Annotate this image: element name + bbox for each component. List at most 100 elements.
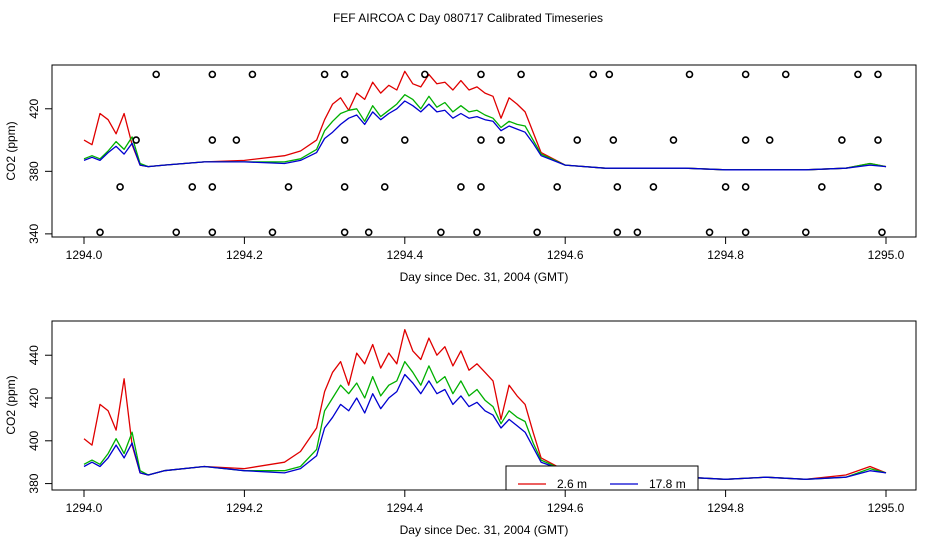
bottom-panel-frame (51, 320, 917, 491)
series-line-red (83, 70, 887, 171)
flag-marker (340, 183, 349, 191)
flag-marker (208, 228, 217, 237)
flag-marker (553, 183, 561, 191)
flag-marker (874, 70, 882, 79)
bottom-y-axis: 380 400 420 440 (27, 345, 52, 494)
flag-marker (172, 228, 181, 237)
top-x-axis-label: Day since Dec. 31, 2004 (GMT) (400, 270, 569, 284)
top-panel-frame (51, 64, 917, 238)
x-tick-label: 1294.8 (707, 248, 744, 262)
flag-marker (400, 136, 409, 144)
bottom-x-axis: 1294.0 1294.2 1294.4 1294.6 1294.8 1295.0 (66, 490, 905, 515)
series-line-blue (83, 100, 887, 171)
flag-marker (613, 228, 622, 237)
series-line-green (83, 94, 887, 171)
x-tick-label: 1294.0 (66, 501, 103, 515)
flag-marker (421, 70, 429, 79)
x-tick-label: 1294.0 (66, 248, 103, 262)
flag-marker (573, 136, 582, 144)
flag-marker (477, 70, 485, 79)
flag-marker (268, 228, 277, 237)
flag-marker (838, 136, 846, 144)
flag-marker (208, 136, 217, 144)
top-panel: 1294.0 1294.2 1294.4 1294.6 1294.8 1295.0 340… (4, 64, 917, 284)
top-y-axis-label: CO2 (ppm) (4, 121, 18, 180)
flag-marker (517, 70, 525, 79)
flag-marker (878, 228, 886, 237)
flag-marker (874, 183, 882, 191)
flag-marker (232, 136, 241, 144)
flag-marker (533, 228, 541, 237)
flag-marker (765, 136, 774, 144)
flag-marker (284, 183, 293, 191)
flag-marker (477, 183, 485, 191)
flag-marker (208, 70, 217, 79)
flag-marker (741, 136, 750, 144)
x-tick-label: 1295.0 (868, 248, 905, 262)
series-line-blue (83, 373, 887, 480)
figure-title: FEF AIRCOA C Day 080717 Calibrated Times… (333, 11, 603, 25)
flag-marker (188, 183, 197, 191)
flag-marker (741, 228, 750, 237)
flag-marker (741, 70, 750, 79)
top-flag-markers (96, 70, 886, 237)
flag-marker (248, 70, 257, 79)
top-y-axis: 340 380 420 (27, 98, 52, 244)
flag-marker (340, 70, 349, 79)
flag-marker (116, 183, 124, 191)
bottom-x-axis-label: Day since Dec. 31, 2004 (GMT) (400, 523, 569, 537)
x-tick-label: 1294.6 (547, 501, 584, 515)
flag-marker (477, 136, 485, 144)
flag-marker (669, 136, 678, 144)
flag-marker (152, 70, 160, 79)
x-tick-label: 1294.2 (226, 501, 263, 515)
flag-marker (874, 136, 882, 144)
legend: 2.6 m 17.8 m (505, 465, 699, 491)
flag-marker (685, 70, 694, 79)
y-tick-label: 380 (27, 473, 41, 493)
bottom-series-lines (83, 328, 887, 480)
series-line-red (83, 328, 887, 480)
legend-box (505, 465, 699, 491)
flag-marker (437, 228, 445, 237)
top-series-lines (83, 70, 887, 171)
flag-marker (380, 183, 389, 191)
y-tick-label: 340 (27, 224, 41, 244)
flag-marker (96, 228, 104, 237)
flag-marker (801, 228, 810, 237)
flag-marker (320, 70, 329, 79)
flag-marker (854, 70, 862, 79)
x-tick-label: 1294.4 (386, 248, 423, 262)
flag-marker (818, 183, 826, 191)
bottom-panel: 1294.0 1294.2 1294.4 1294.6 1294.8 1295.0 380… (4, 320, 917, 537)
y-tick-label: 420 (27, 388, 41, 408)
y-tick-label: 440 (27, 345, 41, 365)
flag-marker (649, 183, 658, 191)
flag-marker (741, 183, 750, 191)
x-tick-label: 1294.8 (707, 501, 744, 515)
flag-marker (589, 70, 598, 79)
flag-marker (457, 183, 465, 191)
flag-marker (340, 136, 349, 144)
flag-marker (721, 183, 730, 191)
legend-label-17-8m: 17.8 m (649, 477, 686, 491)
flag-marker (781, 70, 790, 79)
x-tick-label: 1294.6 (547, 248, 584, 262)
y-tick-label: 380 (27, 161, 41, 181)
flag-marker (705, 228, 714, 237)
flag-marker (208, 183, 217, 191)
y-tick-label: 420 (27, 98, 41, 118)
bottom-y-axis-label: CO2 (ppm) (4, 375, 18, 434)
flag-marker (605, 70, 614, 79)
flag-marker (497, 136, 505, 144)
top-x-axis: 1294.0 1294.2 1294.4 1294.6 1294.8 1295.0 (66, 237, 905, 262)
x-tick-label: 1295.0 (868, 501, 905, 515)
legend-label-2-6m: 2.6 m (557, 477, 587, 491)
y-tick-label: 400 (27, 430, 41, 450)
flag-marker (609, 136, 618, 144)
flag-marker (473, 228, 481, 237)
x-tick-label: 1294.4 (386, 501, 423, 515)
flag-marker (633, 228, 642, 237)
flag-marker (340, 228, 349, 237)
